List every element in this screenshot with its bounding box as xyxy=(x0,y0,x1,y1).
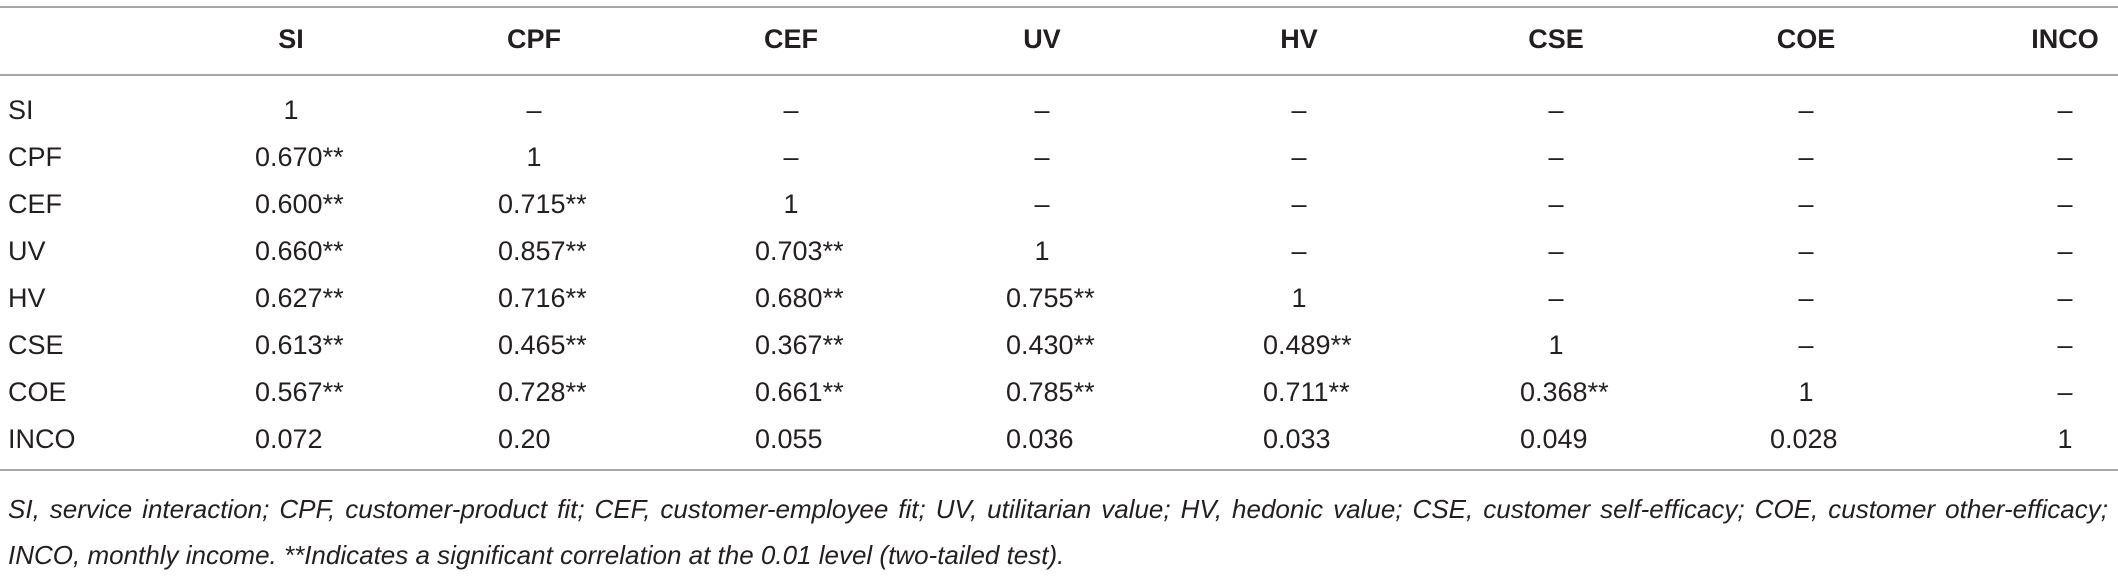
column-header: SI xyxy=(278,24,304,54)
row-label: COE xyxy=(8,377,67,407)
cell: – xyxy=(1548,95,1563,125)
cell: – xyxy=(1291,142,1306,172)
column-header: UV xyxy=(1023,24,1061,54)
cell: – xyxy=(1291,189,1306,219)
cell: 0.072 xyxy=(255,424,323,454)
cell: 0.600** xyxy=(255,189,344,219)
cell: – xyxy=(2057,142,2072,172)
cell: – xyxy=(526,95,541,125)
cell: – xyxy=(2057,283,2072,313)
cell: – xyxy=(783,142,798,172)
row-label: SI xyxy=(8,95,34,125)
cell: 0.049 xyxy=(1520,424,1588,454)
cell: 0.785** xyxy=(1006,377,1095,407)
row-label: CSE xyxy=(8,330,64,360)
cell: 1 xyxy=(783,189,798,219)
cell: 0.567** xyxy=(255,377,344,407)
cell: 0.670** xyxy=(255,142,344,172)
cell: – xyxy=(1548,283,1563,313)
cell: – xyxy=(1548,142,1563,172)
row-label: INCO xyxy=(8,424,76,454)
cell: – xyxy=(1034,95,1049,125)
cell: 0.857** xyxy=(498,236,587,266)
cell: 0.367** xyxy=(755,330,844,360)
cell: – xyxy=(1798,95,1813,125)
page: SI CPF CEF UV HV CSE COE INCO SI 1 – – – – – – – CPF 0.670… xyxy=(0,6,2118,570)
cell: 0.627** xyxy=(255,283,344,313)
cell: 0.055 xyxy=(755,424,823,454)
footnote: SI, service interaction; CPF, customer-p… xyxy=(8,494,2108,570)
cell: 0.430** xyxy=(1006,330,1095,360)
column-header: CSE xyxy=(1528,24,1584,54)
cell: 0.711** xyxy=(1263,377,1350,407)
cell: – xyxy=(1798,330,1813,360)
column-header: INCO xyxy=(2031,24,2099,54)
cell: – xyxy=(1798,283,1813,313)
cell: 0.661** xyxy=(755,377,844,407)
row-label: HV xyxy=(8,283,46,313)
cell: 0.715** xyxy=(498,189,587,219)
cell: – xyxy=(1798,142,1813,172)
cell: – xyxy=(2057,236,2072,266)
cell: 1 xyxy=(1798,377,1813,407)
cell: 0.660** xyxy=(255,236,344,266)
cell: – xyxy=(783,95,798,125)
column-header: CPF xyxy=(507,24,561,54)
cell: 0.20 xyxy=(498,424,551,454)
cell: – xyxy=(2057,377,2072,407)
cell: – xyxy=(1291,236,1306,266)
cell: 0.465** xyxy=(498,330,587,360)
column-header: COE xyxy=(1777,24,1836,54)
cell: – xyxy=(2057,330,2072,360)
cell: 0.728** xyxy=(498,377,587,407)
cell: 1 xyxy=(1548,330,1563,360)
cell: 0.716** xyxy=(498,283,587,313)
cell: 1 xyxy=(2057,424,2072,454)
row-label: UV xyxy=(8,236,46,266)
cell: – xyxy=(1798,189,1813,219)
cell: 0.033 xyxy=(1263,424,1331,454)
column-header: CEF xyxy=(764,24,818,54)
table: SI CPF CEF UV HV CSE COE INCO SI 1 – – – – – – – CPF 0.670… xyxy=(0,6,2118,471)
cell: 0.755** xyxy=(1006,283,1095,313)
cell: 1 xyxy=(1291,283,1306,313)
cell: 1 xyxy=(283,95,298,125)
cell: 0.368** xyxy=(1520,377,1609,407)
cell: 0.703** xyxy=(755,236,844,266)
cell: – xyxy=(1548,236,1563,266)
row-label: CEF xyxy=(8,189,62,219)
cell: 0.489** xyxy=(1263,330,1352,360)
cell: – xyxy=(1034,189,1049,219)
cell: – xyxy=(2057,95,2072,125)
cell: – xyxy=(2057,189,2072,219)
cell: 1 xyxy=(526,142,541,172)
cell: – xyxy=(1291,95,1306,125)
cell: 0.028 xyxy=(1770,424,1838,454)
column-header: HV xyxy=(1280,24,1318,54)
cell: 1 xyxy=(1034,236,1049,266)
cell: 0.680** xyxy=(755,283,844,313)
cell: – xyxy=(1548,189,1563,219)
row-label: CPF xyxy=(8,142,62,172)
cell: – xyxy=(1798,236,1813,266)
cell: 0.613** xyxy=(255,330,344,360)
cell: 0.036 xyxy=(1006,424,1074,454)
cell: – xyxy=(1034,142,1049,172)
